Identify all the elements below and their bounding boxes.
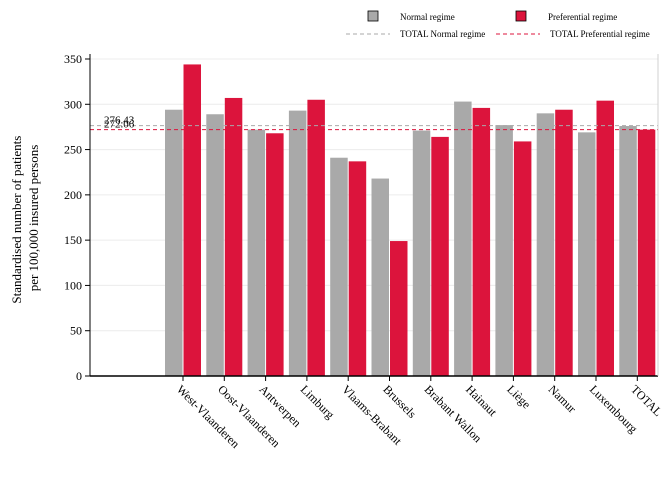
x-tick-label-brussels: Brussels	[380, 382, 419, 421]
bar-preferential-regime-antwerpen	[266, 133, 284, 376]
bar-preferential-regime-limburg	[307, 99, 325, 376]
bar-normal-regime-namur	[536, 113, 555, 376]
y-tick-label-100: 100	[64, 278, 82, 292]
bar-preferential-regime-west-vlaanderen	[183, 64, 201, 376]
bar-preferential-regime-total	[637, 129, 656, 376]
x-tick-label-limburg: Limburg	[298, 382, 337, 421]
bar-preferential-regime-brussels	[390, 241, 408, 376]
bar-preferential-regime-vlaams-brabant	[348, 161, 367, 376]
bar-normal-regime-vlaams-brabant	[330, 157, 348, 376]
bar-preferential-regime-hainaut	[472, 107, 491, 376]
y-axis-title: Standardised number of patients per 100,…	[9, 132, 41, 303]
legend-label-normal-regime: Normal regime	[400, 12, 455, 22]
bar-normal-regime-antwerpen	[247, 129, 266, 376]
y-tick-label-50: 50	[70, 324, 82, 338]
legend-label-preferential-regime: Preferential regime	[548, 12, 617, 22]
legend-swatch-normal-regime	[367, 10, 379, 22]
reference-label-total-normal-regime: 276.43	[104, 115, 135, 127]
bar-normal-regime-limburg	[288, 110, 307, 376]
bar-normal-regime-brussels	[371, 178, 389, 376]
bar-preferential-regime-luxembourg	[596, 100, 614, 377]
y-tick-label-0: 0	[76, 369, 82, 383]
y-tick-label-300: 300	[64, 97, 82, 111]
legend-swatch-preferential-regime	[515, 10, 527, 22]
y-tick-label-250: 250	[64, 143, 82, 157]
bar-preferential-regime-namur	[555, 109, 573, 376]
legend-label-total-preferential-regime: TOTAL Preferential regime	[550, 29, 650, 39]
bar-normal-regime-luxembourg	[578, 132, 596, 376]
bar-normal-regime-brabant-wallon	[412, 130, 431, 376]
legend: Normal regime Preferential regime TOTAL No…	[346, 10, 650, 39]
y-tick-label-200: 200	[64, 188, 82, 202]
y-tick-label-350: 350	[64, 52, 82, 66]
reference-label-total-preferential-regime: 272.06	[104, 119, 135, 131]
x-tick-label-liege: Liège	[504, 382, 533, 411]
legend-label-total-normal-regime: TOTAL Normal regime	[400, 29, 485, 39]
bar-normal-regime-oost-vlaanderen	[206, 114, 224, 377]
bar-normal-regime-total	[619, 126, 637, 376]
x-tick-label-total: TOTAL	[628, 382, 665, 419]
bar-normal-regime-liege	[495, 125, 513, 376]
bar-normal-regime-west-vlaanderen	[165, 109, 183, 376]
bar-preferential-regime-brabant-wallon	[431, 136, 449, 376]
bar-normal-regime-hainaut	[454, 101, 472, 376]
y-tick-label-150: 150	[64, 233, 82, 247]
bars	[165, 64, 656, 377]
bar-preferential-regime-liege	[513, 141, 532, 376]
x-tick-label-namur: Namur	[546, 382, 579, 415]
bar-preferential-regime-oost-vlaanderen	[224, 97, 243, 377]
x-tick-label-hainaut: Hainaut	[463, 382, 500, 419]
